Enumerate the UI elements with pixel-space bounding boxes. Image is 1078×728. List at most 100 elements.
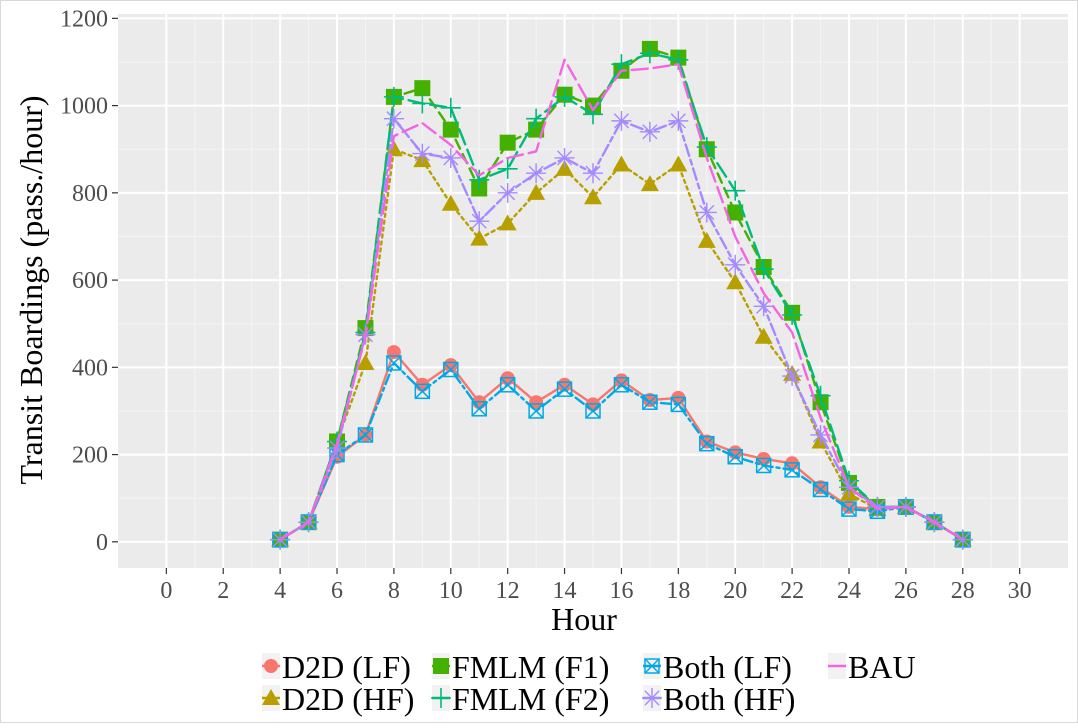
data-point xyxy=(614,373,629,388)
data-point xyxy=(642,394,658,410)
data-point xyxy=(557,377,572,392)
legend-key-marker xyxy=(433,658,449,674)
legend-key-marker xyxy=(264,659,278,673)
y-tick-label: 1000 xyxy=(60,94,108,120)
x-tick-label: 12 xyxy=(496,578,520,604)
legend-key-marker xyxy=(642,688,662,708)
x-tick-label: 6 xyxy=(331,578,343,604)
data-point xyxy=(440,97,461,118)
x-tick-label: 8 xyxy=(388,578,400,604)
data-point xyxy=(753,296,774,317)
data-point xyxy=(639,121,660,142)
data-point xyxy=(613,377,630,393)
data-point xyxy=(782,366,803,387)
data-point xyxy=(440,147,461,168)
data-point xyxy=(383,86,404,107)
data-point xyxy=(499,134,516,151)
legend-key-marker xyxy=(262,689,280,705)
data-point xyxy=(497,182,518,203)
data-point xyxy=(356,353,375,370)
data-point xyxy=(841,501,857,517)
data-point xyxy=(383,108,404,129)
axis-ticks xyxy=(112,17,1021,574)
data-point xyxy=(554,147,575,168)
data-point xyxy=(727,449,743,465)
x-tick-label: 26 xyxy=(894,578,918,604)
x-tick-labels: 0 2 4 6 8 10 12 14 16 18 20 22 24 26 28 30 xyxy=(160,578,1031,604)
data-point xyxy=(640,175,659,192)
legend-label: FMLM (F2) xyxy=(452,681,609,717)
grid-major xyxy=(118,14,1068,568)
legend-item: D2D (HF) xyxy=(262,681,414,717)
data-point xyxy=(357,427,374,443)
y-tick-labels: 0 200 400 600 800 1000 1200 xyxy=(60,6,108,555)
y-tick-label: 1200 xyxy=(60,6,108,32)
data-point xyxy=(639,43,660,64)
series-layer xyxy=(270,40,973,550)
y-tick-label: 0 xyxy=(96,530,108,556)
data-point xyxy=(526,163,547,184)
data-point xyxy=(471,401,487,417)
data-point xyxy=(554,86,575,107)
data-point xyxy=(725,254,746,275)
data-point xyxy=(727,204,744,221)
y-tick-label: 800 xyxy=(72,181,108,207)
data-point xyxy=(612,155,631,172)
y-tick-label: 600 xyxy=(72,268,108,294)
y-tick-label: 200 xyxy=(72,443,108,469)
legend-label: D2D (LF) xyxy=(282,649,411,685)
data-point xyxy=(696,202,717,223)
legend-key-marker xyxy=(431,688,451,708)
data-point xyxy=(414,80,431,97)
x-tick-label: 2 xyxy=(217,578,229,604)
data-point xyxy=(556,381,573,397)
legend-label: Both (LF) xyxy=(663,649,792,685)
data-point xyxy=(697,231,716,248)
data-point xyxy=(669,155,688,172)
series-line xyxy=(278,58,964,541)
x-tick-label: 14 xyxy=(553,578,577,604)
legend-key-marker xyxy=(644,658,660,674)
x-tick-label: 22 xyxy=(780,578,804,604)
data-point xyxy=(725,180,746,201)
data-point xyxy=(755,457,772,474)
data-point xyxy=(414,383,431,400)
x-tick-label: 10 xyxy=(439,578,463,604)
data-point xyxy=(782,304,803,325)
legend-item: BAU xyxy=(828,649,916,685)
legend-label: FMLM (F1) xyxy=(452,649,609,685)
x-tick-label: 30 xyxy=(1008,578,1032,604)
data-point xyxy=(526,108,547,129)
data-point xyxy=(499,377,516,393)
data-point xyxy=(412,143,433,164)
data-point xyxy=(668,110,689,131)
data-point xyxy=(469,169,490,190)
data-point xyxy=(841,499,856,514)
data-point xyxy=(867,496,888,517)
legend-item: FMLM (F1) xyxy=(432,649,609,685)
data-point xyxy=(585,403,601,419)
data-point xyxy=(384,140,403,157)
data-point xyxy=(754,327,773,344)
data-point xyxy=(498,214,517,231)
data-point xyxy=(497,158,518,179)
data-point xyxy=(386,355,402,371)
data-point xyxy=(670,396,687,413)
data-point xyxy=(386,345,401,360)
legend-item: Both (HF) xyxy=(642,681,795,717)
data-point xyxy=(529,395,544,410)
x-tick-label: 20 xyxy=(723,578,747,604)
legend-label: BAU xyxy=(848,649,916,685)
data-point xyxy=(753,259,774,280)
x-tick-label: 0 xyxy=(160,578,172,604)
data-point xyxy=(442,121,459,138)
legend-item: Both (LF) xyxy=(643,649,792,685)
legend-label: D2D (HF) xyxy=(282,681,414,717)
data-point xyxy=(412,93,433,114)
data-point xyxy=(952,529,973,550)
data-point xyxy=(583,163,603,184)
data-point xyxy=(699,435,715,452)
x-tick-label: 16 xyxy=(609,578,633,604)
